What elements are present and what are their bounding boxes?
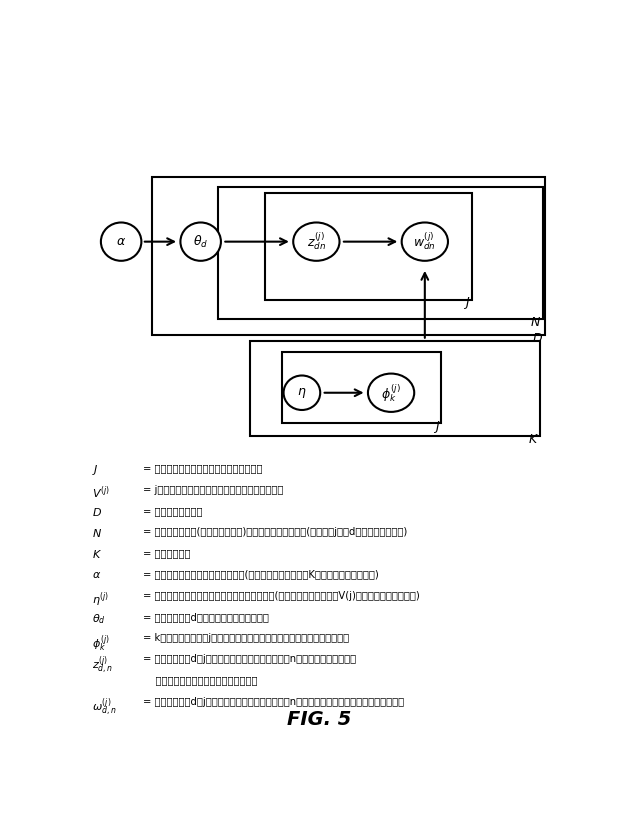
Text: $\alpha$: $\alpha$ — [92, 569, 101, 579]
Text: $\eta^{(j)}$: $\eta^{(j)}$ — [92, 591, 109, 610]
Text: $\omega_{d,n}^{(j)}$: $\omega_{d,n}^{(j)}$ — [92, 697, 117, 719]
Text: トピックを選択する混合インジケータ: トピックを選択する混合インジケータ — [143, 676, 258, 686]
Text: $K$: $K$ — [92, 549, 102, 560]
Text: J: J — [435, 420, 439, 433]
Text: = j番目のコンポーネントの語彙における用語の数: = j番目のコンポーネントの語彙における用語の数 — [143, 484, 283, 494]
Text: $N$: $N$ — [92, 527, 102, 539]
Text: = ドキュメントの数: = ドキュメントの数 — [143, 506, 202, 516]
Text: K: K — [529, 433, 537, 446]
Ellipse shape — [180, 222, 221, 261]
Text: $\theta_d$: $\theta_d$ — [92, 612, 106, 625]
Ellipse shape — [284, 376, 320, 410]
Text: $\alpha$: $\alpha$ — [116, 235, 126, 248]
Text: = トピックの数: = トピックの数 — [143, 549, 190, 559]
Text: = ドキュメントdのj番目のコンポーネントにおけるn番目のワードに対する項目インジケータ: = ドキュメントdのj番目のコンポーネントにおけるn番目のワードに対する項目イン… — [143, 697, 404, 707]
Text: $\phi_k^{(j)}$: $\phi_k^{(j)}$ — [92, 633, 110, 654]
Text: $\eta$: $\eta$ — [297, 386, 307, 400]
Text: = マルテドキュメントコンポーネントの数: = マルテドキュメントコンポーネントの数 — [143, 463, 262, 473]
Text: $\theta_d$: $\theta_d$ — [193, 234, 208, 250]
Text: = 混合比率でのハイパーパラメータ(対称的である場合にはKベクトル又はスカラー): = 混合比率でのハイパーパラメータ(対称的である場合にはKベクトル又はスカラー) — [143, 569, 379, 579]
Text: $z_{dn}^{(j)}$: $z_{dn}^{(j)}$ — [307, 230, 326, 252]
Text: J: J — [465, 296, 469, 309]
Text: = ドキュメントdに対するトピック混合比率: = ドキュメントdに対するトピック混合比率 — [143, 612, 269, 622]
Text: N: N — [531, 316, 541, 329]
Text: FIG. 5: FIG. 5 — [287, 710, 351, 729]
Ellipse shape — [402, 222, 448, 261]
Text: $w_{dn}^{(j)}$: $w_{dn}^{(j)}$ — [414, 230, 436, 252]
Text: $V^{(j)}$: $V^{(j)}$ — [92, 484, 110, 501]
Ellipse shape — [293, 222, 340, 261]
Text: $D$: $D$ — [92, 506, 102, 518]
Ellipse shape — [368, 373, 414, 412]
Text: = ドキュメントの(コンポーネント)におけるトークンの数(実際にはj及びdの両方に依存する): = ドキュメントの(コンポーネント)におけるトークンの数(実際にはj及びdの両方… — [143, 527, 407, 537]
Text: = ドキュメントdのj番目のコンポーネントにおけるn番目のワードに対する: = ドキュメントdのj番目のコンポーネントにおけるn番目のワードに対する — [143, 655, 356, 665]
Text: $J$: $J$ — [92, 463, 99, 478]
Text: = 混合コンポーネントでのハイパーパラメータ(対称的である場合にはV(j)ベクトル又はスカラー): = 混合コンポーネントでのハイパーパラメータ(対称的である場合にはV(j)ベクト… — [143, 591, 420, 600]
Ellipse shape — [101, 222, 141, 261]
Text: = k番目のトピックのj番目のコンポーネントに対する混合コンポーネント: = k番目のトピックのj番目のコンポーネントに対する混合コンポーネント — [143, 633, 349, 643]
Text: $z_{d,n}^{(j)}$: $z_{d,n}^{(j)}$ — [92, 655, 113, 676]
Text: D: D — [532, 331, 542, 345]
Text: $\phi_k^{(j)}$: $\phi_k^{(j)}$ — [381, 382, 401, 403]
